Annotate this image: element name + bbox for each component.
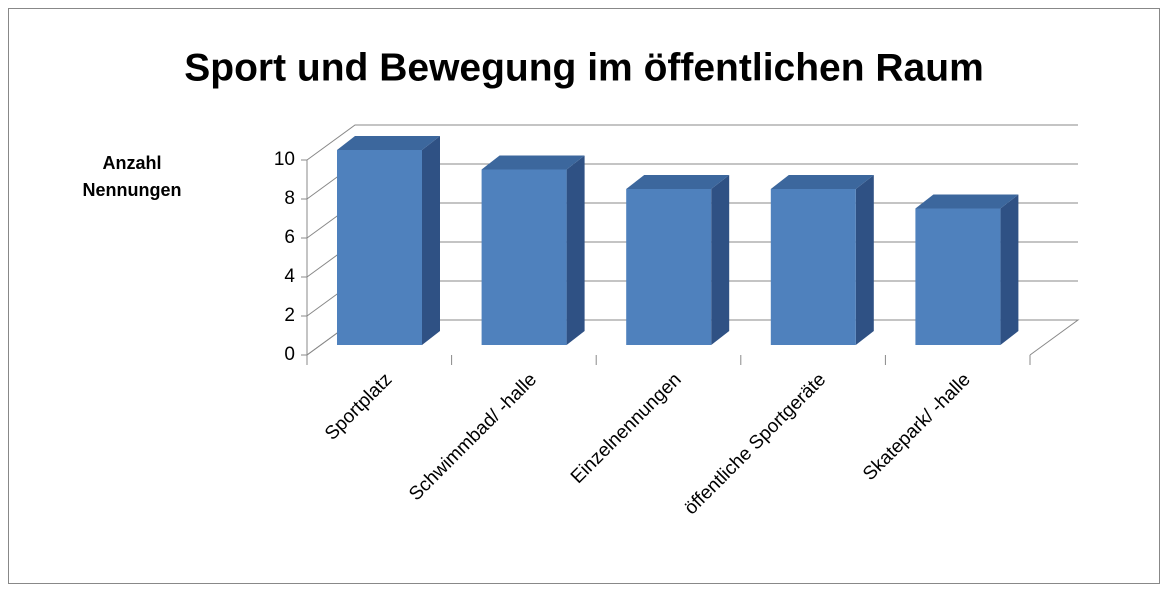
y-axis-label: Anzahl Nennungen [82,153,182,200]
bar-side [855,175,874,345]
bar-top [337,136,440,150]
y-tick-label: 4 [284,266,295,287]
bar-front [481,169,567,345]
y-tick-label: 0 [284,344,295,365]
bar-side [711,175,730,345]
chart-title: Sport und Bewegung im öffentlichen Raum [184,46,984,89]
bar [770,175,874,345]
y-tick-label: 6 [284,227,295,248]
bar-side [1000,194,1019,345]
bar [626,175,730,345]
y-tick-label: 2 [284,305,295,326]
bar-side [566,155,585,345]
bar-front [770,189,856,345]
bar-front [626,189,712,345]
bar-top [770,175,874,189]
grid-line [306,124,1078,161]
bar [481,155,585,345]
bar [915,194,1019,345]
bar-front [337,150,422,345]
y-tick-label: 10 [274,149,295,170]
bar-front [915,208,1001,345]
bar-top [481,155,585,170]
y-tick-label: 8 [284,188,295,209]
bar-side [422,136,440,345]
bar-top [915,194,1019,209]
bar-top [626,175,730,189]
bar [337,136,440,345]
